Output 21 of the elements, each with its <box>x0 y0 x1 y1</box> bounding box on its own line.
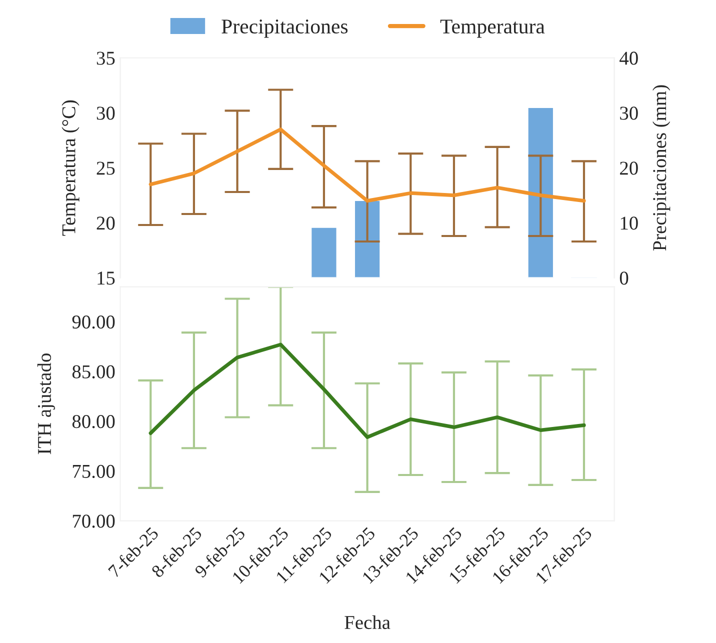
y-tick-label: 80.00 <box>72 415 115 428</box>
y-tick-label: 35 <box>96 52 115 65</box>
x-axis-title: Fecha <box>344 615 390 630</box>
y2-tick-label: 30 <box>620 106 638 120</box>
y2-tick-label: 10 <box>620 216 638 230</box>
y2-tick-label: 40 <box>620 52 638 65</box>
legend-label: Temperatura <box>440 20 545 38</box>
y-tick-label: 85.00 <box>72 365 115 378</box>
y-tick-label: 30 <box>96 106 115 120</box>
y-tick-label: 20 <box>96 216 115 230</box>
y-axis-title: Temperatura (°C) <box>62 100 80 236</box>
legend-label: Precipitaciones <box>222 20 348 38</box>
y-tick-label: 90.00 <box>72 315 115 329</box>
y-tick-label: 25 <box>96 162 115 175</box>
y-axis-title: ITH ajustado <box>37 354 56 454</box>
y-tick-label: 70.00 <box>72 514 115 528</box>
y2-tick-label: 20 <box>620 162 638 175</box>
y-tick-label: 75.00 <box>72 464 115 478</box>
y2-tick-label: 0 <box>620 272 628 285</box>
y2-axis-title: Precipitaciones (mm) <box>652 85 670 251</box>
y-tick-label: 15 <box>98 272 115 285</box>
